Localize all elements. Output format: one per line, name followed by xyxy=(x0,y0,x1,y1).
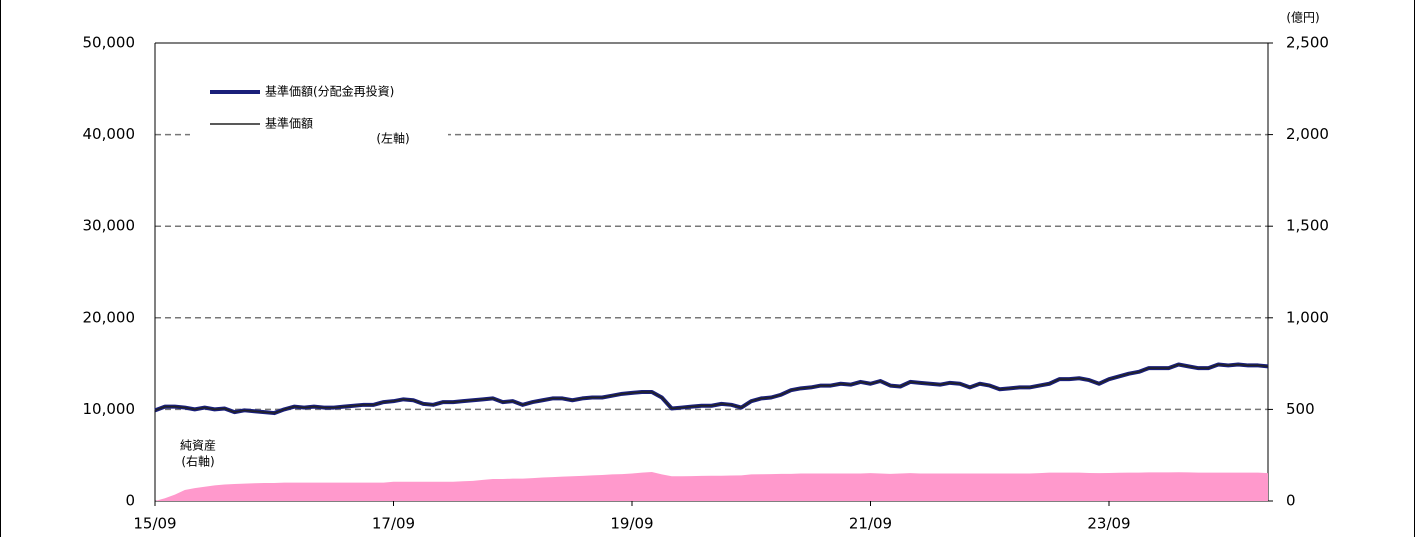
y2-tick-label: 2,500 xyxy=(1286,34,1329,52)
y-tick-label: 0 xyxy=(125,492,135,510)
legend-label: 基準価額(分配金再投資) xyxy=(265,84,394,99)
annotation: 純資産 xyxy=(180,438,216,453)
y2-tick-label: 1,500 xyxy=(1286,217,1329,235)
y2-tick-label: 500 xyxy=(1286,400,1315,418)
x-tick-label: 21/09 xyxy=(849,515,892,533)
annotation: (右軸) xyxy=(181,454,214,469)
legend-label: 基準価額 xyxy=(265,116,313,131)
y-tick-label: 20,000 xyxy=(83,308,136,326)
x-tick-label: 23/09 xyxy=(1087,515,1130,533)
legend-bg xyxy=(190,122,448,148)
y-tick-label: 40,000 xyxy=(83,125,136,143)
y-tick-label: 30,000 xyxy=(83,217,136,235)
net-assets-area xyxy=(155,472,1268,501)
series-line xyxy=(154,363,1269,414)
x-tick-label: 15/09 xyxy=(133,515,176,533)
y2-unit: (億円) xyxy=(1286,11,1319,25)
y-tick-label: 10,000 xyxy=(83,400,136,418)
y2-tick-label: 2,000 xyxy=(1286,125,1329,143)
y-tick-label: 50,000 xyxy=(83,34,136,52)
x-tick-label: 17/09 xyxy=(372,515,415,533)
annotation: (左軸) xyxy=(376,131,409,146)
x-tick-label: 19/09 xyxy=(610,515,653,533)
y2-tick-label: 1,000 xyxy=(1286,308,1329,326)
y2-tick-label: 0 xyxy=(1286,492,1296,510)
